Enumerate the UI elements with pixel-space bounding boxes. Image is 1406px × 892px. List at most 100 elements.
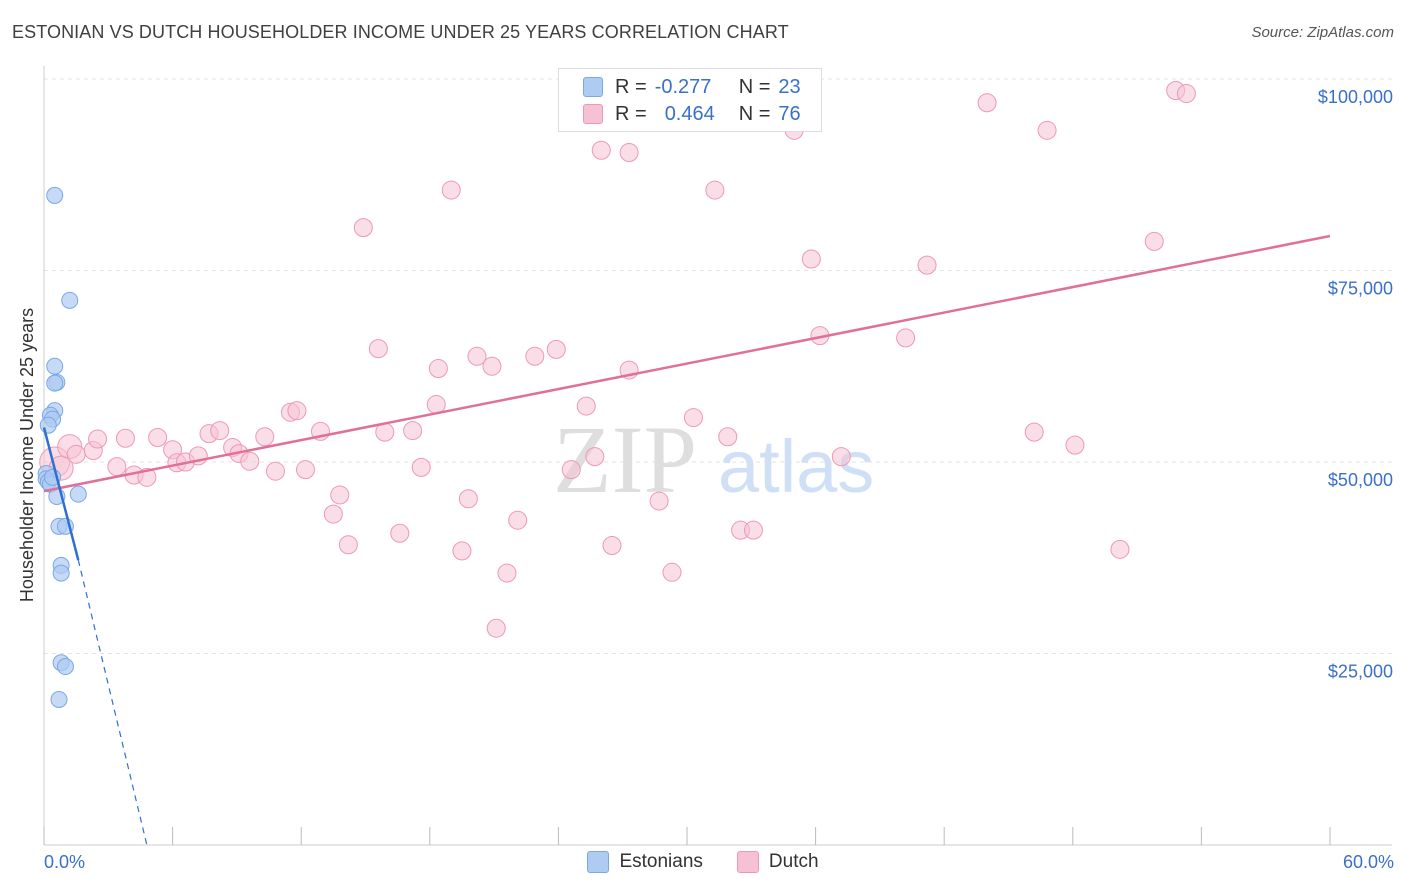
dutch-r-value: 0.464 [664, 102, 715, 125]
dutch-point[interactable] [467, 346, 487, 366]
y-tick-label: $75,000 [1328, 279, 1393, 299]
dutch-swatch [583, 104, 603, 124]
x-axis-max-label: 60.0% [1342, 852, 1394, 872]
dutch-point[interactable] [295, 460, 315, 480]
dutch-point[interactable] [458, 489, 478, 509]
dutch-point[interactable] [403, 421, 423, 441]
y-tick-label: $100,000 [1318, 87, 1393, 107]
dutch-point[interactable] [1037, 120, 1057, 140]
dutch-point[interactable] [338, 535, 358, 555]
dutch-point[interactable] [619, 143, 639, 163]
dutch-point[interactable] [265, 461, 285, 481]
estonians-legend-swatch [587, 851, 610, 873]
estonians-r-label: R = [615, 75, 647, 98]
legend-row-dutch: R = 0.464 N = 76 [583, 101, 801, 127]
dutch-point[interactable] [649, 491, 669, 511]
estonian-point[interactable] [46, 357, 64, 375]
dutch-point[interactable] [662, 562, 682, 582]
dutch-point[interactable] [718, 427, 738, 447]
dutch-point[interactable] [917, 255, 937, 275]
dutch-point[interactable] [585, 447, 605, 467]
dutch-point[interactable] [896, 328, 916, 348]
dutch-point[interactable] [240, 451, 260, 471]
dutch-point[interactable] [115, 428, 135, 448]
chart-title: ESTONIAN VS DUTCH HOUSEHOLDER INCOME UND… [12, 22, 789, 42]
dutch-point[interactable] [546, 339, 566, 359]
grid-lines [44, 78, 1392, 654]
estonian-point[interactable] [52, 564, 70, 582]
y-tick-label: $50,000 [1328, 470, 1393, 490]
dutch-point[interactable] [561, 460, 581, 480]
estonian-point[interactable] [56, 658, 74, 676]
dutch-point[interactable] [353, 218, 373, 238]
dutch-point[interactable] [107, 457, 127, 477]
watermark: ZIP atlas [553, 406, 874, 513]
estonian-point[interactable] [61, 291, 79, 309]
dutch-point[interactable] [428, 359, 448, 379]
dutch-point[interactable] [1065, 435, 1085, 455]
series-legend: Estonians Dutch [0, 851, 1406, 873]
dutch-n-value: 76 [778, 102, 801, 125]
dutch-series [39, 71, 1196, 638]
dutch-point[interactable] [497, 563, 517, 583]
x-axis-min-label: 0.0% [44, 852, 86, 872]
estonians-r-value: -0.277 [654, 75, 712, 98]
dutch-point[interactable] [1024, 422, 1044, 442]
dutch-point[interactable] [743, 520, 763, 540]
estonian-point[interactable] [39, 416, 57, 434]
dutch-point[interactable] [255, 427, 275, 447]
dutch-point[interactable] [452, 541, 472, 561]
dutch-point[interactable] [486, 618, 506, 638]
stats-legend: R = -0.277 N = 23 R = 0.464 N = 76 [558, 68, 822, 132]
dutch-point[interactable] [977, 93, 997, 113]
source-attribution: Source: ZipAtlas.com [1251, 24, 1394, 41]
legend-item-estonians[interactable]: Estonians [587, 851, 703, 873]
dutch-point[interactable] [368, 339, 388, 359]
dutch-point[interactable] [705, 180, 725, 200]
dutch-legend-label: Dutch [768, 851, 819, 872]
y-tick-labels: $25,000 $50,000 $75,000 $100,000 [1318, 87, 1393, 682]
estonians-n-label: N = [738, 75, 771, 98]
dutch-point[interactable] [1144, 231, 1164, 251]
dutch-point[interactable] [683, 408, 703, 428]
estonian-point[interactable] [50, 690, 68, 708]
estonians-legend-label: Estonians [619, 851, 703, 872]
dutch-point[interactable] [148, 427, 168, 447]
dutch-point[interactable] [525, 346, 545, 366]
dutch-point[interactable] [576, 396, 596, 416]
estonian-trend-line [42, 427, 80, 561]
dutch-point[interactable] [66, 444, 86, 464]
y-tick-label: $25,000 [1328, 662, 1393, 682]
trend-lines [42, 234, 1331, 846]
dutch-point[interactable] [482, 356, 502, 376]
dutch-point[interactable] [1110, 539, 1130, 559]
dutch-point[interactable] [88, 429, 108, 449]
dutch-point[interactable] [602, 535, 622, 555]
watermark-zip: ZIP [553, 406, 697, 513]
dutch-point[interactable] [330, 485, 350, 505]
dutch-point[interactable] [591, 140, 611, 160]
estonians-series [37, 186, 87, 708]
dutch-point[interactable] [287, 401, 307, 421]
y-axis-label: Householder Income Under 25 years [17, 308, 37, 602]
dutch-point[interactable] [801, 249, 821, 269]
dutch-point[interactable] [1176, 84, 1196, 104]
dutch-r-label: R = [615, 102, 647, 125]
dutch-point[interactable] [831, 447, 851, 467]
dutch-point[interactable] [441, 180, 461, 200]
estonian-point[interactable] [69, 485, 87, 503]
legend-row-estonians: R = -0.277 N = 23 [583, 74, 801, 100]
dutch-point[interactable] [508, 510, 528, 530]
dutch-point[interactable] [210, 421, 230, 441]
watermark-atlas: atlas [718, 425, 874, 508]
estonian-point[interactable] [46, 186, 64, 204]
dutch-point[interactable] [411, 457, 431, 477]
dutch-point[interactable] [323, 504, 343, 524]
dutch-legend-swatch [736, 851, 759, 873]
legend-item-dutch[interactable]: Dutch [736, 851, 819, 873]
estonians-n-value: 23 [778, 75, 801, 98]
estonian-point[interactable] [46, 374, 64, 392]
dutch-trend-line [43, 234, 1331, 493]
dutch-point[interactable] [390, 523, 410, 543]
